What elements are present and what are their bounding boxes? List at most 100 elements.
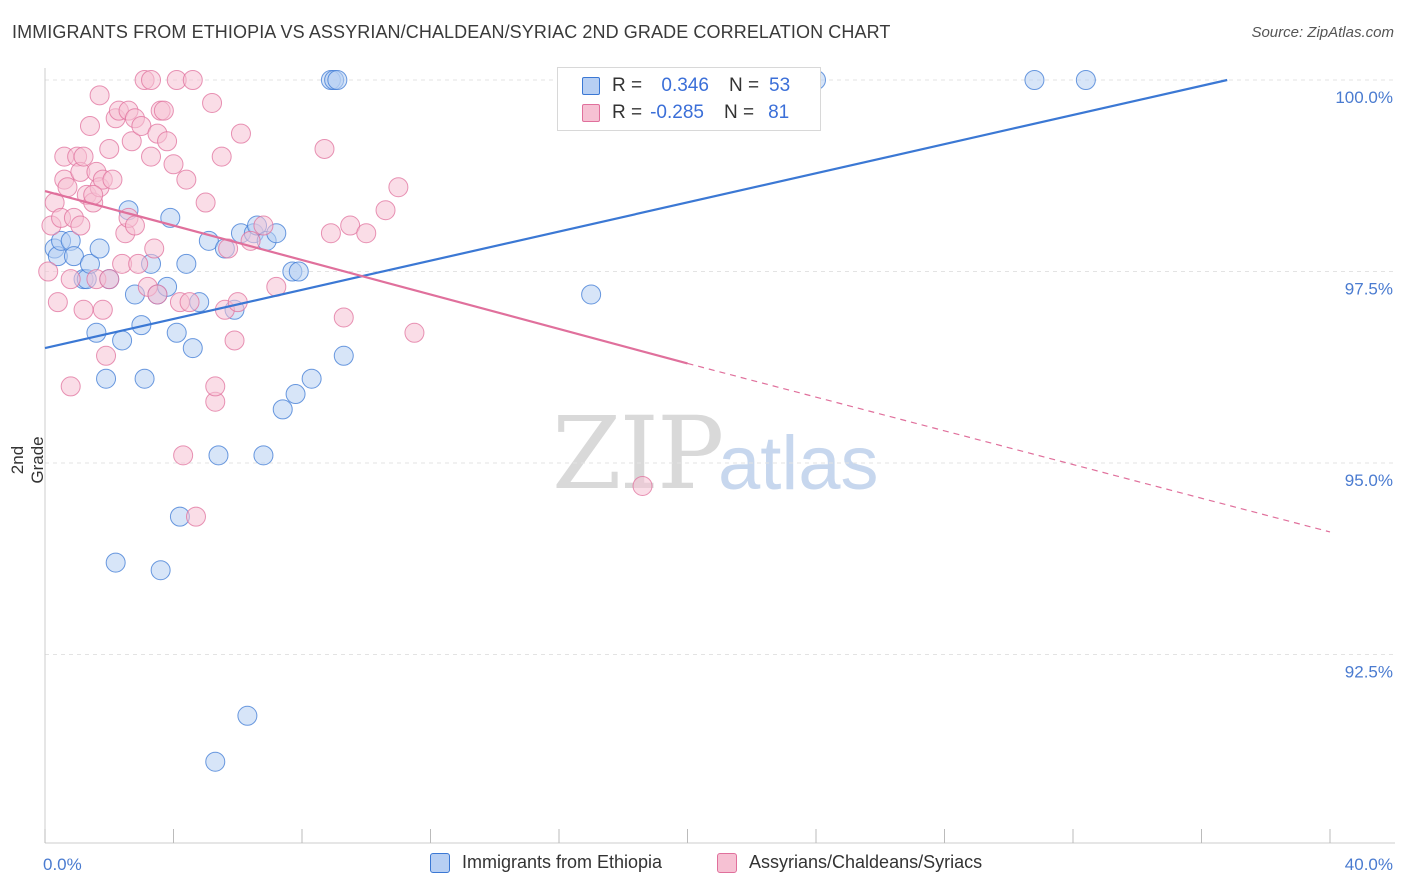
data-point-assyrian — [388, 177, 409, 198]
data-point-ethiopia — [1075, 70, 1096, 90]
n-label: N = — [728, 75, 760, 96]
data-point-assyrian — [176, 169, 197, 190]
data-point-ethiopia — [581, 284, 602, 305]
data-point-ethiopia — [86, 322, 107, 343]
pink-swatch-icon — [717, 852, 737, 873]
data-point-assyrian — [128, 253, 149, 274]
y-tick-label: 100.0% — [1335, 88, 1393, 107]
data-point-assyrian — [404, 322, 425, 343]
data-point-assyrian — [211, 146, 232, 167]
data-point-assyrian — [144, 238, 165, 259]
data-point-ethiopia — [333, 345, 354, 366]
data-point-assyrian — [173, 445, 194, 466]
r-label: R = — [612, 75, 643, 96]
data-point-assyrian — [182, 70, 203, 90]
data-point-assyrian — [73, 146, 94, 167]
blue-swatch-icon — [430, 852, 450, 873]
trend-line-extension-assyrian — [687, 362, 1331, 533]
n-label: N = — [723, 102, 755, 123]
legend-item-assyrian: Assyrians/Chaldeans/Syriacs — [717, 852, 982, 873]
data-point-ethiopia — [1024, 70, 1045, 90]
data-point-assyrian — [92, 299, 113, 320]
data-point-assyrian — [99, 269, 120, 290]
data-point-assyrian — [124, 215, 145, 236]
data-point-ethiopia — [134, 368, 155, 389]
trend-line-assyrian — [44, 190, 688, 365]
data-point-assyrian — [253, 215, 274, 236]
data-point-ethiopia — [205, 751, 226, 772]
n-value: 81 — [768, 102, 790, 123]
legend-label: Assyrians/Chaldeans/Syriacs — [749, 852, 983, 872]
stats-legend-row-ethiopia: R = 0.346 N = 53 — [582, 73, 790, 99]
data-point-ethiopia — [150, 560, 171, 581]
x-tick-label: 0.0% — [43, 855, 82, 874]
data-point-assyrian — [205, 376, 226, 397]
data-point-ethiopia — [272, 399, 293, 420]
data-point-ethiopia — [288, 261, 309, 282]
data-point-ethiopia — [237, 705, 258, 726]
data-point-assyrian — [632, 475, 653, 496]
legend-label: Immigrants from Ethiopia — [462, 852, 663, 872]
n-value: 53 — [769, 75, 791, 96]
data-point-assyrian — [121, 131, 142, 152]
data-point-ethiopia — [63, 246, 84, 267]
data-point-assyrian — [224, 330, 245, 351]
data-point-assyrian — [47, 292, 68, 313]
data-point-assyrian — [314, 138, 335, 159]
data-point-assyrian — [333, 307, 354, 328]
data-point-ethiopia — [105, 552, 126, 573]
y-tick-label: 95.0% — [1345, 471, 1393, 490]
data-point-ethiopia — [96, 368, 117, 389]
y-tick-label: 92.5% — [1345, 663, 1393, 682]
data-point-assyrian — [230, 123, 251, 144]
data-point-ethiopia — [285, 384, 306, 405]
data-point-assyrian — [73, 299, 94, 320]
data-point-assyrian — [185, 506, 206, 527]
data-point-assyrian — [202, 92, 223, 113]
data-point-assyrian — [375, 200, 396, 221]
data-point-assyrian — [157, 131, 178, 152]
y-tick-label: 97.5% — [1345, 280, 1393, 299]
data-point-ethiopia — [301, 368, 322, 389]
r-label: R = — [612, 102, 643, 123]
pink-swatch-icon — [582, 104, 600, 122]
data-point-assyrian — [195, 192, 216, 213]
data-point-assyrian — [218, 238, 239, 259]
data-point-assyrian — [141, 146, 162, 167]
data-point-assyrian — [340, 215, 361, 236]
data-point-assyrian — [147, 284, 168, 305]
data-point-ethiopia — [112, 330, 133, 351]
data-point-assyrian — [89, 85, 110, 106]
data-point-assyrian — [141, 70, 162, 90]
source-label: Source: ZipAtlas.com — [1251, 24, 1394, 41]
data-point-assyrian — [153, 100, 174, 121]
data-point-assyrian — [57, 177, 78, 198]
data-point-ethiopia — [253, 445, 274, 466]
x-tick-label: 40.0% — [1345, 855, 1393, 874]
chart-title: IMMIGRANTS FROM ETHIOPIA VS ASSYRIAN/CHA… — [12, 22, 891, 42]
data-point-assyrian — [60, 269, 81, 290]
data-point-assyrian — [356, 223, 377, 244]
data-point-assyrian — [320, 223, 341, 244]
data-point-assyrian — [163, 154, 184, 175]
data-point-assyrian — [179, 292, 200, 313]
data-point-assyrian — [99, 138, 120, 159]
data-point-assyrian — [60, 376, 81, 397]
data-point-ethiopia — [327, 70, 348, 90]
data-point-assyrian — [102, 169, 123, 190]
data-point-ethiopia — [208, 445, 229, 466]
r-value: 0.346 — [656, 75, 709, 96]
r-value: -0.285 — [650, 102, 704, 123]
data-point-assyrian — [38, 261, 59, 282]
data-point-ethiopia — [166, 322, 187, 343]
stats-legend: R = 0.346 N = 53 R = -0.285 N = 81 — [557, 67, 821, 131]
data-point-assyrian — [131, 115, 152, 136]
data-point-ethiopia — [89, 238, 110, 259]
blue-swatch-icon — [582, 77, 600, 95]
data-point-assyrian — [79, 115, 100, 136]
legend-item-ethiopia: Immigrants from Ethiopia — [430, 852, 662, 873]
data-point-assyrian — [96, 345, 117, 366]
data-point-assyrian — [70, 215, 91, 236]
data-point-ethiopia — [176, 253, 197, 274]
